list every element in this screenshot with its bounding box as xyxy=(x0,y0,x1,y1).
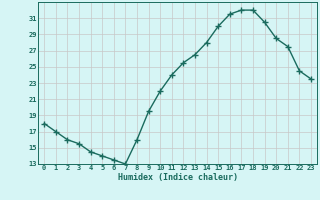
X-axis label: Humidex (Indice chaleur): Humidex (Indice chaleur) xyxy=(118,173,238,182)
